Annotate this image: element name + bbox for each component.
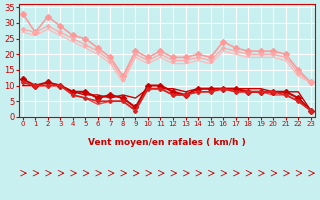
- X-axis label: Vent moyen/en rafales ( km/h ): Vent moyen/en rafales ( km/h ): [88, 138, 246, 147]
